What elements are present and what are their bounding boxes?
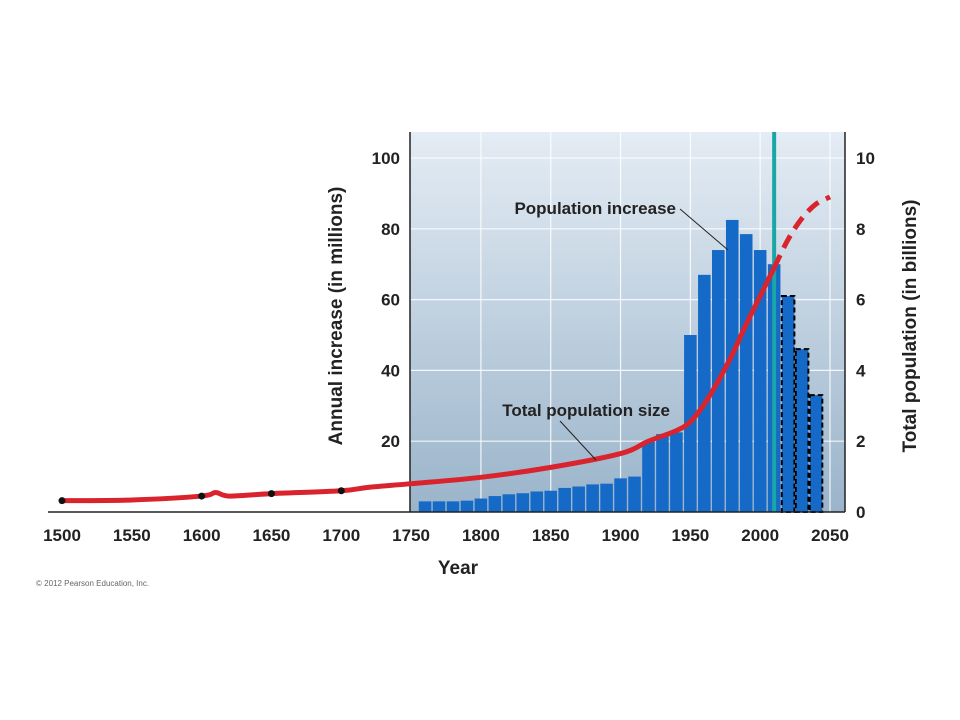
x-tick-label: 2000 [741,526,779,545]
left-y-tick-label: 100 [372,149,400,168]
x-tick-label: 1950 [671,526,709,545]
right-y-tick-label: 0 [856,503,865,522]
axes [48,132,846,513]
right-y-tick-label: 8 [856,220,865,239]
population-point [58,497,66,505]
x-tick-label: 1750 [392,526,430,545]
x-tick-label: 1600 [183,526,221,545]
tick-labels: 1500 1550 1600 1650 1700 1750 1800 1850 1900 1950… [43,149,875,545]
x-tick-label: 1700 [322,526,360,545]
population-increase-leader [679,208,729,251]
bar [670,432,683,512]
bar [656,434,669,512]
bar [530,491,544,512]
right-y-tick-label: 10 [856,149,875,168]
total-population-leader [559,420,597,461]
population-line-projected [771,194,832,269]
bar [418,501,432,512]
bar [628,476,641,512]
population-point [337,487,345,495]
x-tick-label: 1500 [43,526,81,545]
x-tick-label: 1650 [253,526,291,545]
bar [446,501,460,512]
bar [698,274,711,512]
population-point [198,492,206,500]
x-tick-label: 1900 [602,526,640,545]
bar [474,498,488,512]
left-y-tick-label: 60 [381,291,400,310]
population-increase-label: Population increase [514,199,676,218]
right-y-axis-title: Total population (in billions) [900,200,921,453]
bar [614,478,627,512]
bar [600,483,613,512]
total-population-size-label: Total population size [502,401,670,420]
x-tick-label: 1550 [113,526,151,545]
right-y-tick-label: 6 [856,291,865,310]
bar [739,234,753,513]
bar [544,490,558,512]
x-tick-label: 2050 [811,526,849,545]
bar [488,496,502,512]
x-tick-label: 1850 [532,526,570,545]
bar [558,487,571,512]
bar [725,219,739,512]
left-y-tick-label: 20 [381,432,400,451]
bar [642,441,655,512]
population-point [267,490,275,498]
bar [432,501,446,512]
x-axis-title: Year [438,558,479,579]
bar [586,484,599,512]
right-y-tick-label: 2 [856,432,865,451]
bar [502,494,516,512]
population-line-actual [59,265,777,504]
left-y-axis-title: Annual increase (in millions) [326,187,347,446]
projected-bar [808,394,824,513]
annotations [559,208,729,461]
projected-bar [780,295,796,513]
copyright-notice: © 2012 Pearson Education, Inc. [36,579,149,588]
bar [753,250,767,513]
bar [516,493,530,512]
x-tick-label: 1800 [462,526,500,545]
right-y-tick-label: 4 [856,361,866,380]
population-line [58,194,832,505]
left-y-tick-label: 80 [381,220,400,239]
projected-bar [794,348,810,513]
bar [572,486,585,512]
left-y-tick-label: 40 [381,361,400,380]
bar [460,500,474,512]
